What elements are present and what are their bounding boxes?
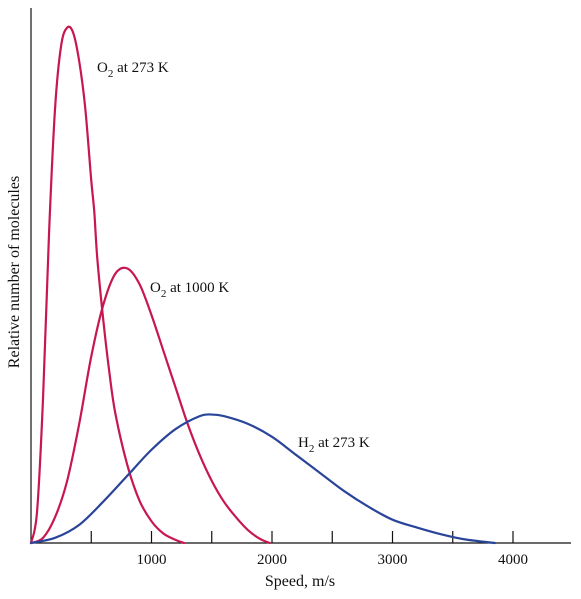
- series-line-h2_273: [29, 413, 497, 545]
- series-label-subscript: 2: [161, 288, 167, 300]
- series-label-subscript: 2: [309, 443, 315, 455]
- series-label-o2_1000: O2 at 1000 K: [150, 280, 229, 300]
- x-axis-title: Speed, m/s: [265, 573, 335, 590]
- series-label-rest: at 273 K: [314, 435, 370, 451]
- series-label-main: O: [150, 280, 161, 296]
- x-tick-label-3000: 3000: [378, 552, 408, 568]
- series-label-rest: at 273 K: [113, 60, 169, 76]
- series-lines: [29, 25, 497, 545]
- x-tick-label-1000: 1000: [137, 552, 167, 568]
- series-label-main: O: [97, 60, 108, 76]
- series-label-rest: at 1000 K: [166, 280, 229, 296]
- x-tick-label-2000: 2000: [257, 552, 287, 568]
- series-line-o2_273: [29, 25, 186, 545]
- series-label-main: H: [298, 435, 309, 451]
- series-label-o2_273: O2 at 273 K: [97, 60, 169, 80]
- y-axis-title: Relative number of molecules: [6, 176, 23, 368]
- x-tick-label-4000: 4000: [498, 552, 528, 568]
- series-label-h2_273: H2 at 273 K: [298, 435, 370, 455]
- axes: [30, 8, 571, 544]
- series-label-subscript: 2: [108, 68, 114, 80]
- series-line-o2_1000: [29, 266, 271, 545]
- x-ticks: 1000 2000 3000 4000: [90, 531, 528, 568]
- series-labels: O2 at 273 KO2 at 1000 KH2 at 273 K: [97, 60, 370, 455]
